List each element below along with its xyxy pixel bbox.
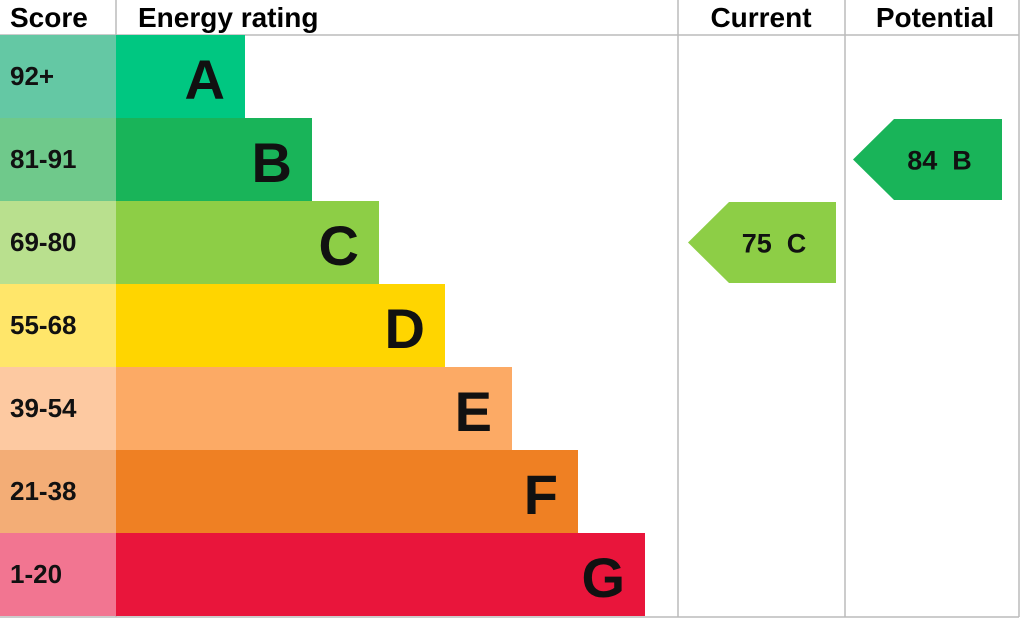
band-letter-A: A [185, 48, 225, 111]
potential-rating-label: 84 B [907, 146, 972, 176]
band-bar-E [116, 367, 512, 450]
band-bar-A [116, 35, 245, 118]
header-current: Current [710, 2, 811, 33]
score-cell-G [0, 533, 116, 616]
header-energy-rating: Energy rating [138, 2, 318, 33]
score-cell-C [0, 201, 116, 284]
score-range-E: 39-54 [10, 393, 77, 423]
current-rating-arrow [688, 202, 836, 283]
band-bar-B [116, 118, 312, 201]
band-letter-E: E [455, 380, 492, 443]
band-bar-F [116, 450, 578, 533]
score-range-G: 1-20 [10, 559, 62, 589]
score-cell-B [0, 118, 116, 201]
score-range-B: 81-91 [10, 144, 77, 174]
score-cell-F [0, 450, 116, 533]
band-bar-D [116, 284, 445, 367]
band-bar-C [116, 201, 379, 284]
score-range-C: 69-80 [10, 227, 77, 257]
score-cell-D [0, 284, 116, 367]
band-bar-G [116, 533, 645, 616]
score-cell-E [0, 367, 116, 450]
current-rating-label: 75 C [742, 229, 807, 259]
band-letter-F: F [524, 463, 558, 526]
header-score: Score [10, 2, 88, 33]
band-letter-D: D [385, 297, 425, 360]
band-letter-C: C [319, 214, 359, 277]
score-range-F: 21-38 [10, 476, 77, 506]
score-range-A: 92+ [10, 61, 54, 91]
header-potential: Potential [876, 2, 994, 33]
score-cell-A [0, 35, 116, 118]
potential-rating-arrow [853, 119, 1002, 200]
score-range-D: 55-68 [10, 310, 77, 340]
band-letter-G: G [581, 546, 625, 609]
band-letter-B: B [252, 131, 292, 194]
